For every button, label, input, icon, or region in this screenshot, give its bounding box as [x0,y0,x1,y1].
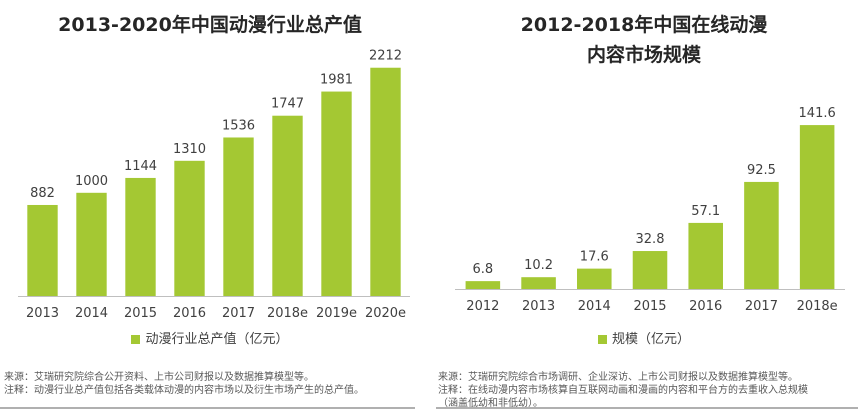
right-value-label-2012: 6.8 [473,262,494,277]
left-tick-label-2014: 2014 [75,306,108,321]
left-bar-2018e [272,115,303,297]
annotation-note-left: 注释：动漫行业总产值包括各类载体动漫的内容市场以及衍生市场产生的总产值。 [4,385,364,396]
left-value-label-2014: 1000 [75,174,108,189]
bottom-divider-left [0,407,415,409]
right-bar-2012 [465,281,501,289]
chart-title-left: 2013-2020年中国动漫行业总产值 [58,14,362,36]
right-value-label-2016: 57.1 [691,204,720,219]
right-bar-2016 [688,222,723,289]
left-value-label-2016: 1310 [173,142,206,157]
left-value-label-2013: 882 [30,186,55,201]
legend-swatch-left [131,335,141,344]
right-tick-label-2017: 2017 [745,299,778,314]
legend-left: 动漫行业总产值（亿元） [0,328,420,347]
notes-right: 来源：艾瑞研究院综合市场调研、企业深访、上市公司财报以及数据推算模型等。 注释：… [438,371,856,410]
chart-panel-left: 2013-2020年中国动漫行业总产值 882 2013 1000 2014 1144 2… [0,0,420,413]
right-tick-label-2015: 2015 [633,299,666,314]
right-bar-2018e [799,125,835,289]
left-value-label-2015: 1144 [124,159,157,174]
right-value-label-2015: 32.8 [636,232,665,247]
source-note-right: 来源：艾瑞研究院综合市场调研、企业深访、上市公司财报以及数据推算模型等。 [438,372,798,383]
right-value-label-2014: 17.6 [580,250,609,265]
left-bar-2019e [321,91,352,297]
right-value-label-2018e: 141.6 [799,106,836,121]
right-bar-2017 [744,181,779,289]
left-value-label-2018e: 1747 [271,97,304,112]
chart-title-right-line1: 2012-2018年中国在线动漫 [520,14,768,36]
right-tick-label-2018e: 2018e [797,299,838,314]
right-tick-label-2012: 2012 [466,299,499,314]
right-tick-label-2016: 2016 [689,299,722,314]
right-tick-label-2013: 2013 [522,299,555,314]
right-tick-label-2014: 2014 [578,299,611,314]
left-value-label-2017: 1536 [222,118,255,133]
left-value-label-2020e: 2212 [369,49,402,64]
bottom-divider-right [436,407,858,409]
left-bar-2014 [76,192,107,296]
left-bar-2013 [27,204,58,296]
left-bar-2015 [125,177,156,296]
left-tick-label-2016: 2016 [173,306,206,321]
legend-label-right: 规模（亿元） [611,332,690,347]
left-tick-label-2019e: 2019e [316,306,357,321]
notes-left: 来源：艾瑞研究院综合公开资料、上市公司财报以及数据推算模型等。 注释：动漫行业总… [4,371,416,397]
chart-title-right-line2: 内容市场规模 [586,44,701,66]
legend-swatch-right [597,335,607,344]
left-bar-2016 [174,160,205,296]
left-tick-label-2015: 2015 [124,306,157,321]
chart-panel-right: 2012-2018年中国在线动漫 内容市场规模 6.8 2012 10.2 2013 1… [430,0,858,413]
left-tick-label-2017: 2017 [222,306,255,321]
left-value-label-2019e: 1981 [320,73,353,88]
right-bar-2013 [521,277,556,289]
bar-chart-right: 6.8 2012 10.2 2013 17.6 2014 32.8 2015 57.1 2016 9… [455,106,845,314]
left-tick-label-2020e: 2020e [365,306,406,321]
right-bar-2014 [577,268,612,289]
source-note-left: 来源：艾瑞研究院综合公开资料、上市公司财报以及数据推算模型等。 [4,372,314,383]
legend-label-left: 动漫行业总产值（亿元） [145,332,289,347]
right-value-label-2013: 10.2 [524,258,553,273]
left-bar-2020e [370,67,401,296]
chart-title-right: 2012-2018年中国在线动漫 内容市场规模 [430,10,858,70]
right-value-label-2017: 92.5 [747,163,776,178]
left-tick-label-2013: 2013 [26,306,59,321]
legend-right: 规模（亿元） [430,328,858,347]
right-bar-2015 [632,251,668,289]
bar-chart-left: 882 2013 1000 2014 1144 2015 1310 2016 1536 2017 1… [18,49,410,321]
annotation-note-right-cont: （涵盖低幼和非低幼）。 [438,398,543,409]
left-tick-label-2018e: 2018e [267,306,308,321]
annotation-note-right: 注释：在线动漫内容市场核算自互联网动画和漫画的内容和平台方的去重收入总规模 [438,385,808,396]
left-bar-2017 [223,137,254,296]
